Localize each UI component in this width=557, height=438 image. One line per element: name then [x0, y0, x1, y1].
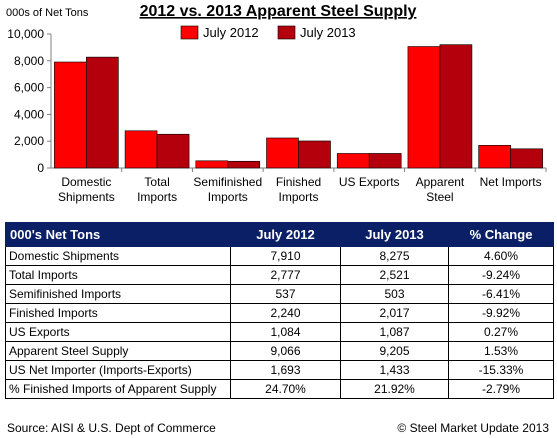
table-cell-value: 2,777 — [230, 265, 341, 285]
x-tick-label: Imports — [208, 190, 248, 204]
table-cell-pct: -15.33% — [448, 360, 554, 380]
y-axis-label: 000s of Net Tons — [6, 7, 89, 19]
bar — [266, 137, 299, 169]
table-header-label: 000's Net Tons — [5, 222, 231, 247]
y-tick-label: 0 — [37, 161, 44, 175]
table-cell-value: 8,275 — [340, 246, 449, 266]
bar — [227, 160, 261, 169]
table-cell-label: Finished Imports — [5, 303, 231, 323]
bar — [407, 46, 441, 169]
x-tick-label: Domestic — [61, 175, 111, 189]
table-cell-value: 21.92% — [340, 379, 449, 399]
x-tick-label: Shipments — [58, 190, 115, 204]
table-cell-pct: -6.41% — [448, 284, 554, 304]
table-cell-pct: -9.24% — [448, 265, 554, 285]
table-cell-value: 1,084 — [230, 322, 341, 342]
x-tick-label: Imports — [137, 190, 177, 204]
y-tick-label: 4,000 — [14, 107, 44, 121]
y-tick-label: 2,000 — [14, 134, 44, 148]
x-tick-label: Steel — [426, 190, 453, 204]
table-cell-label: Semifinished Imports — [5, 284, 231, 304]
bar — [368, 153, 402, 169]
table-row: Finished Imports 2,240 2,017 -9.92% — [5, 303, 554, 323]
table-cell-value: 9,205 — [340, 341, 449, 361]
y-tick-label: 8,000 — [14, 54, 44, 68]
chart-title: 2012 vs. 2013 Apparent Steel Supply — [140, 3, 417, 20]
table-row: US Net Importer (Imports-Exports) 1,693 … — [5, 360, 554, 380]
bar — [439, 44, 473, 169]
table-cell-value: 24.70% — [230, 379, 341, 399]
table-header-row: 000's Net Tons July 2012 July 2013 % Cha… — [5, 222, 554, 247]
table-row: Domestic Shipments 7,910 8,275 4.60% — [5, 246, 554, 266]
x-tick-label: Total — [144, 175, 169, 189]
legend-label: July 2013 — [300, 25, 356, 40]
table-cell-value: 1,087 — [340, 322, 449, 342]
table-cell-label: % Finished Imports of Apparent Supply — [5, 379, 231, 399]
table-cell-value: 9,066 — [230, 341, 341, 361]
x-tick-label: Apparent — [416, 175, 465, 189]
bar — [124, 130, 158, 169]
table-row: Total Imports 2,777 2,521 -9.24% — [5, 265, 554, 285]
source-note: Source: AISI & U.S. Dept of Commerce — [7, 421, 216, 435]
copyright-note: © Steel Market Update 2013 — [397, 421, 549, 435]
table-cell-value: 1,433 — [340, 360, 449, 380]
table-cell-pct: 0.27% — [448, 322, 554, 342]
y-tick-label: 10,000 — [7, 27, 44, 41]
table-header-pct-change: % Change — [448, 222, 554, 247]
bar — [54, 61, 87, 169]
data-table: 000's Net Tons July 2012 July 2013 % Cha… — [5, 222, 554, 399]
bar-chart: 2012 vs. 2013 Apparent Steel Supply 000s … — [6, 3, 547, 204]
table-header-july-2012: July 2012 — [230, 222, 341, 247]
bar — [478, 145, 511, 169]
table-cell-label: Total Imports — [5, 265, 231, 285]
table-cell-label: Apparent Steel Supply — [5, 341, 231, 361]
table-cell-pct: 1.53% — [448, 341, 554, 361]
x-tick-label: Net Imports — [480, 175, 542, 189]
bar — [336, 153, 370, 169]
table-row: Apparent Steel Supply 9,066 9,205 1.53% — [5, 341, 554, 361]
x-tick-label: Semifinished — [193, 175, 262, 189]
table-header-july-2013: July 2013 — [340, 222, 449, 247]
table-row: % Finished Imports of Apparent Supply 24… — [5, 379, 554, 399]
table-cell-label: US Net Importer (Imports-Exports) — [5, 360, 231, 380]
bar — [298, 140, 331, 169]
table-cell-label: US Exports — [5, 322, 231, 342]
table-cell-value: 2,017 — [340, 303, 449, 323]
bar — [195, 160, 229, 169]
table-cell-value: 2,240 — [230, 303, 341, 323]
table-row: Semifinished Imports 537 503 -6.41% — [5, 284, 554, 304]
x-tick-label: Imports — [278, 190, 318, 204]
table-cell-value: 537 — [230, 284, 341, 304]
legend-swatch — [180, 25, 199, 40]
legend-swatch — [277, 25, 296, 40]
bar — [86, 56, 119, 169]
legend-label: July 2012 — [203, 25, 259, 40]
table-row: US Exports 1,084 1,087 0.27% — [5, 322, 554, 342]
bar — [156, 133, 190, 169]
x-tick-label: Finished — [276, 175, 321, 189]
table-cell-value: 2,521 — [340, 265, 449, 285]
table-cell-pct: 4.60% — [448, 246, 554, 266]
table-cell-value: 1,693 — [230, 360, 341, 380]
x-tick-label: US Exports — [339, 175, 400, 189]
bar — [510, 148, 543, 169]
y-tick-label: 6,000 — [14, 81, 44, 95]
table-cell-pct: -9.92% — [448, 303, 554, 323]
table-cell-value: 503 — [340, 284, 449, 304]
table-cell-value: 7,910 — [230, 246, 341, 266]
table-cell-label: Domestic Shipments — [5, 246, 231, 266]
chart-area: 2012 vs. 2013 Apparent Steel Supply 000s … — [0, 0, 557, 212]
table-cell-pct: -2.79% — [448, 379, 554, 399]
